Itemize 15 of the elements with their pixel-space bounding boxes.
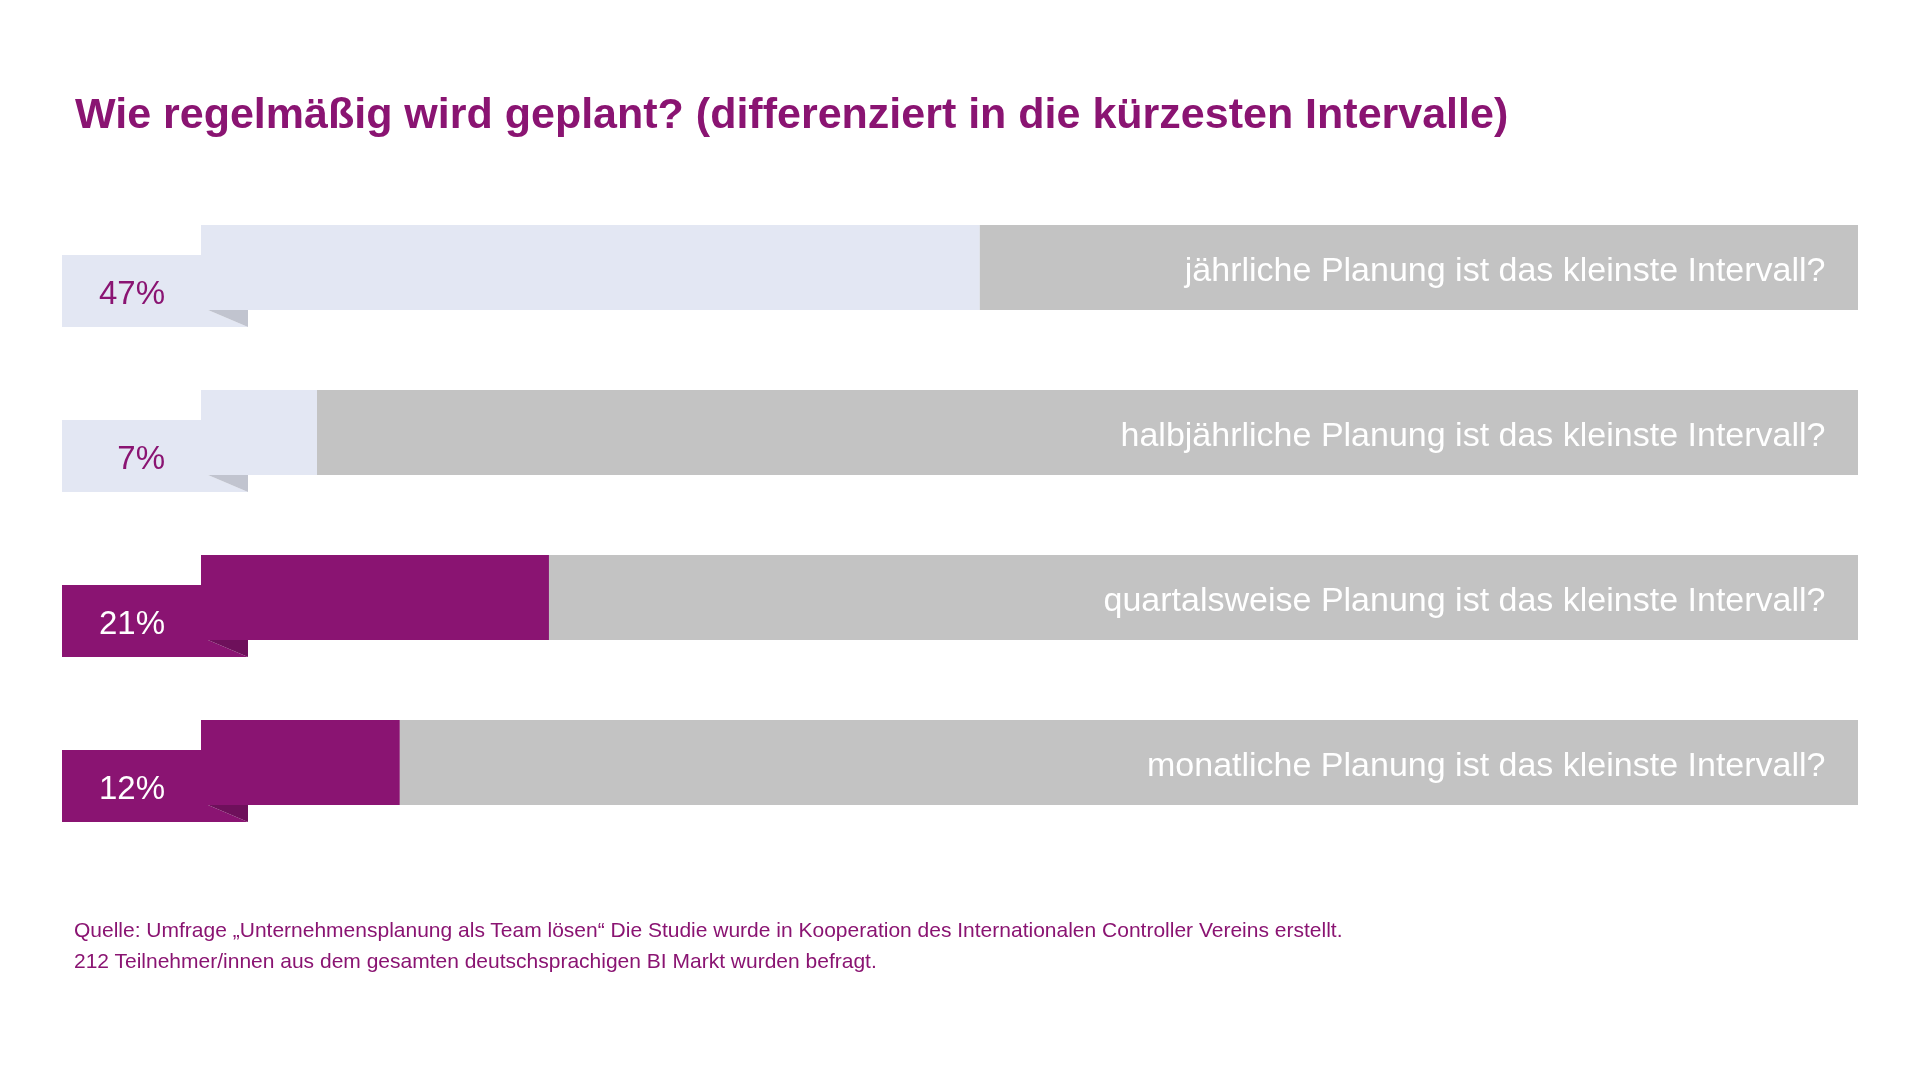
y-tick-label: monatliche Planung ist das kleinste Intervall? [1147, 744, 1826, 783]
data-label: 7% [117, 439, 165, 476]
data-label: 21% [98, 604, 165, 641]
chart-title: Wie regelmäßig wird geplant? (differenziert in die kürzesten Intervalle) [75, 89, 1509, 137]
bar [548, 555, 1858, 640]
text: 212 Teilnehmer/innen aus dem gesamten deutschsprachigen BI Markt wurden befragt. [74, 949, 877, 972]
y-tick-label: halbjährliche Planung ist das kleinste Intervall? [1120, 414, 1826, 453]
y-tick-label: quartalsweise Planung ist das kleinste Intervall? [1103, 579, 1826, 618]
source-note: Quelle: Umfrage „Unternehmensplanung als Team lösen“ Die Studie wurde in Kooperation des Internationalen Controller Vereins erstellt. [74, 918, 1343, 941]
data-label: 12% [98, 769, 165, 806]
data-label: 47% [98, 274, 165, 311]
y-tick-label: jährliche Planung ist das kleinste Intervall? [1183, 249, 1826, 288]
bar [316, 390, 1858, 475]
bar [979, 225, 1858, 310]
bar [399, 720, 1858, 805]
